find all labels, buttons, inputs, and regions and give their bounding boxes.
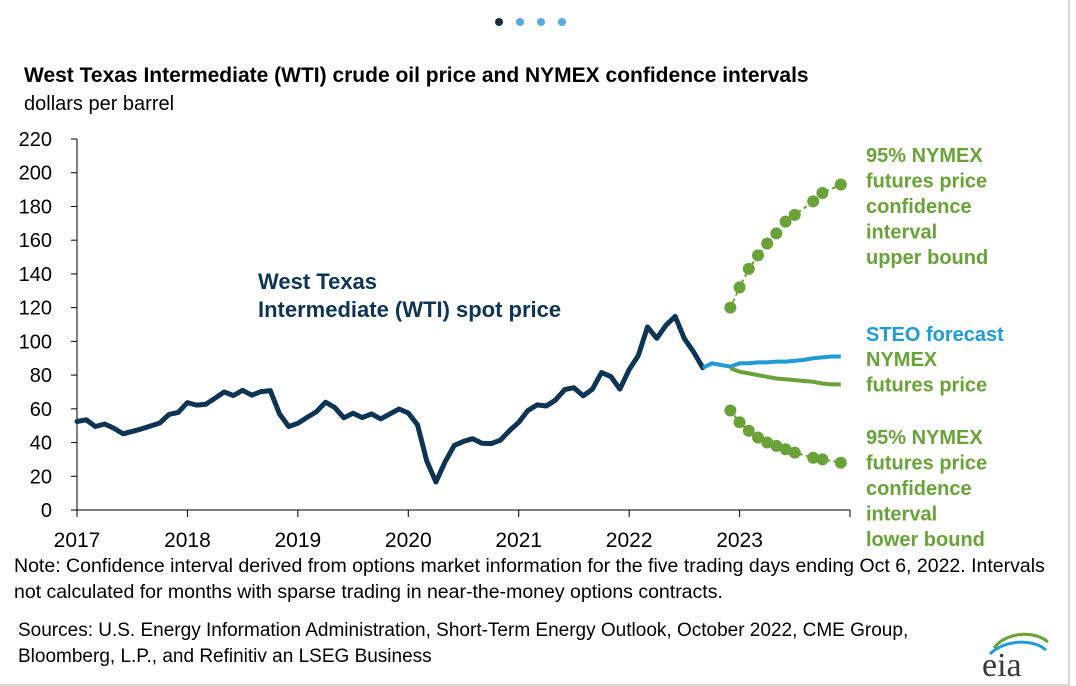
label-wti: Intermediate (WTI) spot price [258,297,561,322]
eia-logo: eia [982,632,1049,680]
series-upper-point [761,237,774,250]
label-nymex-futures: NYMEX [866,349,938,371]
series-lower-point [788,446,801,459]
carousel-dot-3[interactable] [537,18,545,26]
y-tick-label: 120 [19,298,52,320]
y-tick-label: 60 [30,399,52,421]
y-tick-label: 160 [19,230,52,252]
carousel-dot-4[interactable] [558,18,566,26]
x-tick-label: 2022 [606,529,653,552]
series-upper-connector [729,183,842,309]
x-tick-label: 2018 [164,529,211,552]
label-nymex-futures: futures price [866,375,987,397]
series-lower-point [742,424,755,437]
chart-title: West Texas Intermediate (WTI) crude oil … [24,64,809,87]
x-tick-label: 2023 [716,529,763,552]
y-tick-label: 200 [19,163,52,185]
y-tick-label: 20 [30,466,52,488]
series-lower-point [834,456,847,469]
label-lower-bound: confidence [866,478,972,500]
series-lower-point [724,404,737,417]
series-upper-point [742,262,755,275]
carousel-dot-1[interactable] [495,18,503,26]
series-steo-line [701,354,841,370]
label-lower-bound: futures price [866,453,987,475]
y-tick-label: 40 [30,433,52,455]
y-tick-label: 100 [19,331,52,353]
series-lower-point [779,443,792,456]
y-tick-label: 0 [41,500,52,522]
series-upper-point [770,227,783,240]
series-upper-point [788,208,801,221]
series-lower-point [761,436,774,449]
series-upper-point [724,301,737,314]
series-upper-point [751,249,764,262]
label-upper-bound: 95% NYMEX [866,145,983,167]
series-upper-point [733,281,746,294]
x-tick-label: 2017 [54,529,101,552]
label-upper-bound: confidence [866,196,972,218]
series-upper-point [779,215,792,228]
series-lower-point [816,453,829,466]
label-upper-bound: futures price [866,171,987,193]
chart-sources: Sources: U.S. Energy Information Adminis… [18,620,909,667]
y-tick-label: 220 [19,129,52,151]
label-lower-bound: lower bound [866,529,985,551]
x-tick-label: 2019 [274,529,321,552]
label-lower-bound: 95% NYMEX [866,427,983,449]
chart-note: Note: Confidence interval derived from o… [14,555,1045,603]
carousel-dot-2[interactable] [516,18,524,26]
series-lower-point [770,439,783,452]
label-upper-bound: interval [866,222,937,244]
series-lower-point [733,416,746,429]
label-upper-bound: upper bound [866,247,988,269]
carousel-indicator[interactable] [495,18,566,26]
series-nymex-line [729,366,841,387]
series-upper-point [816,186,829,199]
label-wti: West Texas [258,269,377,294]
y-tick-label: 140 [19,264,52,286]
x-tick-label: 2021 [495,529,542,552]
series-lower-point [751,431,764,444]
series-lower-point [807,451,820,464]
series-upper-point [834,178,847,191]
label-lower-bound: interval [866,504,937,526]
chart-subtitle: dollars per barrel [24,93,175,115]
eia-logo-text: eia [982,647,1022,680]
y-tick-label: 80 [30,365,52,387]
series-upper-point [807,195,820,208]
label-steo-forecast: STEO forecast [866,324,1004,346]
x-tick-label: 2020 [385,529,432,552]
y-tick-label: 180 [19,196,52,218]
series-wti-line [74,313,706,485]
